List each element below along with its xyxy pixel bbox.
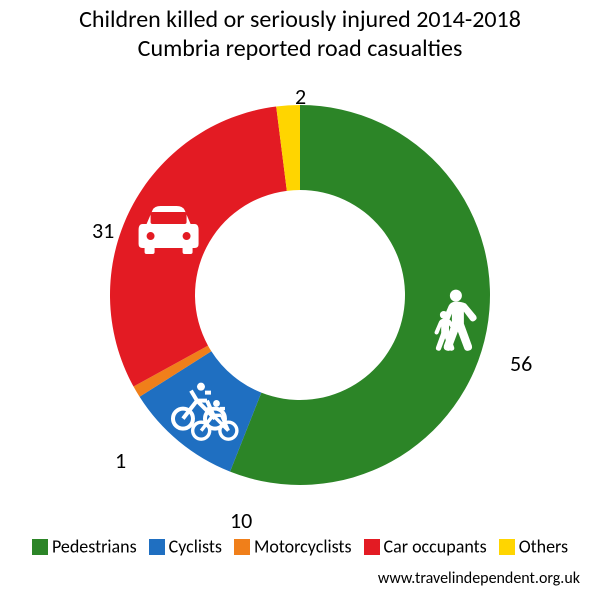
donut-slice-car-occupants <box>110 106 287 386</box>
donut-chart: 56101312 <box>0 75 600 515</box>
value-label-others: 2 <box>295 83 306 110</box>
donut-svg <box>0 75 600 515</box>
legend-swatch <box>364 539 380 555</box>
source-text: www.travelindependent.org.uk <box>378 569 580 588</box>
legend-swatch <box>234 539 250 555</box>
legend-label: Others <box>519 536 568 558</box>
legend-swatch <box>32 539 48 555</box>
legend-label: Pedestrians <box>52 536 137 558</box>
value-label-pedestrians: 56 <box>510 350 532 377</box>
value-label-car-occupants: 31 <box>92 217 114 244</box>
title-line-2: Cumbria reported road casualties <box>0 35 600 64</box>
chart-container: Children killed or seriously injured 201… <box>0 0 600 600</box>
value-label-cyclists: 10 <box>230 507 252 534</box>
title-line-1: Children killed or seriously injured 201… <box>0 6 600 35</box>
legend-label: Car occupants <box>384 536 487 558</box>
chart-title: Children killed or seriously injured 201… <box>0 6 600 64</box>
legend-item-car-occupants: Car occupants <box>364 534 487 558</box>
legend-item-others: Others <box>499 534 568 558</box>
legend-label: Motorcyclists <box>254 536 352 558</box>
legend-swatch <box>149 539 165 555</box>
value-label-motorcyclists: 1 <box>115 447 126 474</box>
legend: Pedestrians Cyclists Motorcyclists Car occu… <box>0 533 600 558</box>
legend-item-motorcyclists: Motorcyclists <box>234 534 352 558</box>
legend-label: Cyclists <box>169 536 222 558</box>
legend-item-pedestrians: Pedestrians <box>32 534 137 558</box>
legend-swatch <box>499 539 515 555</box>
legend-item-cyclists: Cyclists <box>149 534 222 558</box>
